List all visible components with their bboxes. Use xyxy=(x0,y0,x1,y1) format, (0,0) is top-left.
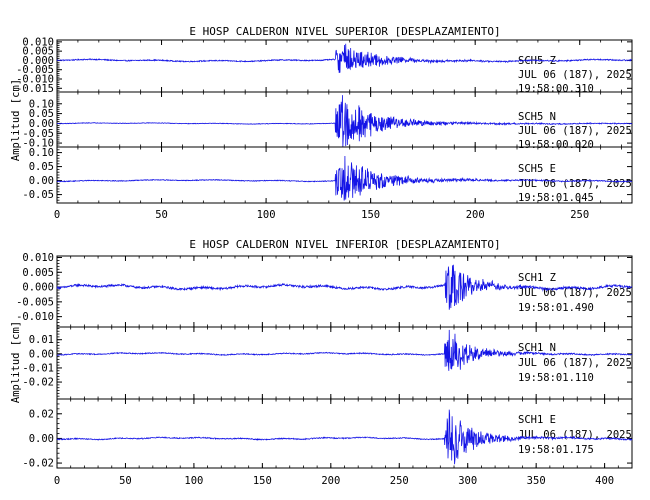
time-label: 19:58:01.490 xyxy=(518,302,594,314)
y-tick-label: -0.05 xyxy=(22,189,54,201)
x-tick-label: 250 xyxy=(570,209,589,221)
x-tick-label: 50 xyxy=(119,475,132,487)
chart-title: E HOSP CALDERON NIVEL SUPERIOR [DESPLAZA… xyxy=(189,25,500,38)
x-tick-label: 50 xyxy=(155,209,168,221)
y-tick-label: 0.00 xyxy=(29,118,54,130)
x-tick-label: 0 xyxy=(54,209,60,221)
y-tick-label: 0.01 xyxy=(29,334,54,346)
waveform-trace xyxy=(56,95,633,148)
x-tick-label: 200 xyxy=(466,209,485,221)
date-label: JUL 06 (187), 2025 xyxy=(518,69,632,81)
waveform-trace xyxy=(56,264,633,310)
x-tick-label: 100 xyxy=(257,209,276,221)
waveform-trace xyxy=(56,329,633,371)
chart-title: E HOSP CALDERON NIVEL INFERIOR [DESPLAZA… xyxy=(189,238,500,251)
time-label: 19:58:00.020 xyxy=(518,139,594,151)
y-tick-label: -0.015 xyxy=(16,83,54,95)
x-tick-label: 150 xyxy=(253,475,272,487)
panel-sch1-n: SCH1 N JUL 06 (187), 2025 19:58:01.110 0… xyxy=(22,326,633,400)
panel-sch1-z: SCH1 Z JUL 06 (187), 2025 19:58:01.490 0… xyxy=(16,252,633,328)
y-tick-label: 0.05 xyxy=(29,108,54,120)
figure-nivel-superior: E HOSP CALDERON NIVEL SUPERIOR [DESPLAZA… xyxy=(10,25,633,221)
station-label: SCH1 N xyxy=(518,342,556,354)
y-tick-label: 0.010 xyxy=(22,36,54,48)
waveform-trace xyxy=(56,409,633,465)
y-tick-label: -0.02 xyxy=(22,458,54,470)
time-label: 19:58:01.110 xyxy=(518,372,594,384)
x-tick-label: 300 xyxy=(458,475,477,487)
y-tick-label: -0.02 xyxy=(22,377,54,389)
time-label: 19:58:00.310 xyxy=(518,83,594,95)
y-tick-label: -0.010 xyxy=(16,311,54,323)
panel-sch1-e: SCH1 E JUL 06 (187), 2025 19:58:01.175 0… xyxy=(22,398,633,470)
y-tick-label: -0.005 xyxy=(16,296,54,308)
y-tick-label: 0.10 xyxy=(29,147,54,159)
panel-sch5-z: SCH5 Z JUL 06 (187), 2025 19:58:00.310 0… xyxy=(16,36,633,95)
y-axis-label: Amplitud [cm] xyxy=(10,79,22,161)
y-tick-label: 0.10 xyxy=(29,98,54,110)
y-tick-label: -0.005 xyxy=(16,64,54,76)
date-label: JUL 06 (187), 2025 xyxy=(518,357,632,369)
figure-nivel-inferior: E HOSP CALDERON NIVEL INFERIOR [DESPLAZA… xyxy=(10,238,633,487)
x-tick-label: 200 xyxy=(321,475,340,487)
waveform-trace xyxy=(56,155,633,201)
y-tick-label: -0.01 xyxy=(22,362,54,374)
y-tick-label: 0.005 xyxy=(22,267,54,279)
time-label: 19:58:01.045 xyxy=(518,192,594,204)
y-axis-label: Amplitud [cm] xyxy=(10,321,22,403)
y-tick-label: 0.000 xyxy=(22,55,54,67)
date-label: JUL 06 (187), 2025 xyxy=(518,125,632,137)
y-tick-label: 0.00 xyxy=(29,433,54,445)
station-label: SCH1 Z xyxy=(518,272,556,284)
y-tick-label: 0.000 xyxy=(22,282,54,294)
y-tick-label: 0.005 xyxy=(22,46,54,58)
y-tick-label: 0.010 xyxy=(22,252,54,264)
panel-sch5-n: SCH5 N JUL 06 (187), 2025 19:58:00.020 0… xyxy=(22,91,633,151)
station-label: SCH1 E xyxy=(518,414,556,426)
x-tick-label: 350 xyxy=(527,475,546,487)
x-tick-label: 250 xyxy=(390,475,409,487)
y-tick-label: 0.00 xyxy=(29,175,54,187)
time-label: 19:58:01.175 xyxy=(518,444,594,456)
x-tick-label: 400 xyxy=(595,475,614,487)
panel-sch5-e: SCH5 E JUL 06 (187), 2025 19:58:01.045 0… xyxy=(22,146,633,204)
station-label: SCH5 N xyxy=(518,111,556,123)
date-label: JUL 06 (187), 2025 xyxy=(518,287,632,299)
station-label: SCH5 E xyxy=(518,163,556,175)
waveform-trace xyxy=(56,43,633,73)
x-tick-label: 100 xyxy=(184,475,203,487)
y-tick-label: -0.05 xyxy=(22,128,54,140)
x-tick-label: 0 xyxy=(54,475,60,487)
y-tick-label: 0.00 xyxy=(29,348,54,360)
y-tick-label: 0.02 xyxy=(29,408,54,420)
y-tick-label: -0.010 xyxy=(16,74,54,86)
x-tick-label: 150 xyxy=(361,209,380,221)
y-tick-label: 0.05 xyxy=(29,161,54,173)
y-tick-label: -0.10 xyxy=(22,138,54,150)
